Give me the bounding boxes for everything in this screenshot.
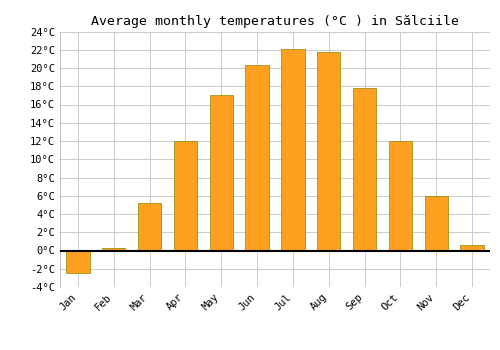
Bar [389,141,412,251]
Bar [317,52,340,251]
Bar [138,203,161,251]
Bar [353,88,376,251]
Bar [210,95,233,251]
Bar [246,65,268,251]
Bar [174,141,197,251]
Bar [102,248,126,251]
Bar [282,49,304,251]
Bar [66,251,90,273]
Title: Average monthly temperatures (°C ) in Sălciile: Average monthly temperatures (°C ) in Să… [91,15,459,28]
Bar [460,245,483,251]
Bar [424,196,448,251]
